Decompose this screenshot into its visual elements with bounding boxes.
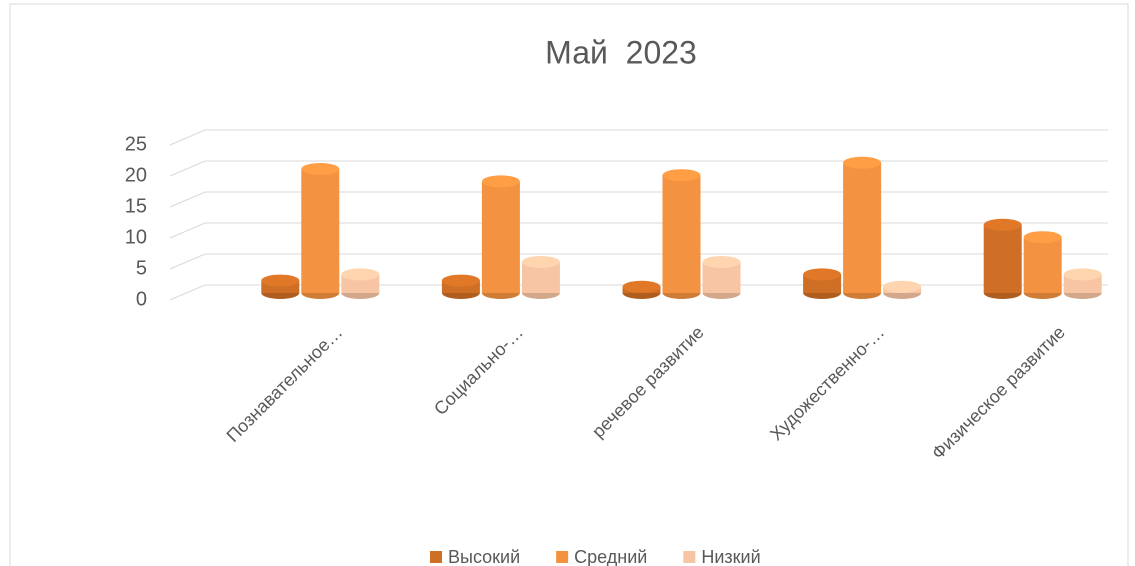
chart-frame <box>9 3 1129 566</box>
legend-swatch <box>430 551 442 563</box>
y-tick-label: 0 <box>136 288 147 310</box>
bar-top <box>1063 268 1102 281</box>
bar-top <box>521 256 560 268</box>
x-tick-label: речевое развитие <box>588 322 708 442</box>
bar <box>662 169 701 299</box>
bar <box>301 163 340 299</box>
bar-body <box>662 175 701 293</box>
bar-top <box>702 256 741 268</box>
legend-swatch <box>556 551 569 563</box>
bar <box>803 268 842 299</box>
bar-body <box>983 224 1022 293</box>
bar-top <box>622 280 661 293</box>
legend-label: Низкий <box>701 547 760 566</box>
bar-body <box>301 169 340 293</box>
grid-line <box>169 253 1108 270</box>
x-tick-label: Физическое развитие <box>928 322 1069 463</box>
bar <box>843 156 882 299</box>
x-tick-label: Познавательное… <box>223 322 347 446</box>
bar-top <box>662 169 701 182</box>
bar <box>983 218 1022 299</box>
bar-top <box>441 274 480 287</box>
grid-line <box>169 129 1108 146</box>
y-tick-label: 25 <box>125 133 147 155</box>
bar <box>702 256 741 299</box>
grid-line <box>169 160 1108 177</box>
bar-top <box>883 280 922 293</box>
bar-top <box>803 268 842 281</box>
bar-top <box>983 218 1022 231</box>
bar <box>441 274 480 299</box>
y-tick-label: 20 <box>125 164 147 186</box>
grid-line <box>169 222 1108 239</box>
x-tick-label: Социально-… <box>430 322 527 419</box>
grid-line <box>169 191 1108 208</box>
bar-body <box>843 162 882 293</box>
bar <box>261 274 300 299</box>
legend-label: Средний <box>574 547 647 566</box>
bar <box>521 256 560 299</box>
bar-top <box>843 156 882 169</box>
bar <box>481 175 520 299</box>
bar-body <box>1023 237 1062 293</box>
y-tick-label: 5 <box>136 257 147 279</box>
y-tick-label: 10 <box>125 226 147 248</box>
bar-top <box>481 175 520 188</box>
legend-label: Высокий <box>448 547 520 566</box>
bar-top <box>301 163 340 175</box>
bar-body <box>481 181 520 293</box>
bar <box>622 280 661 299</box>
bar <box>1063 268 1102 299</box>
y-tick-label: 15 <box>125 195 147 217</box>
bar <box>1023 231 1062 299</box>
bar <box>883 280 922 299</box>
chart-title: Май 2023 <box>545 34 697 70</box>
bar-top <box>341 268 380 281</box>
legend-swatch <box>683 551 696 563</box>
x-tick-label: Художественно-… <box>766 322 888 444</box>
bar <box>341 268 380 299</box>
bar-top <box>261 274 300 287</box>
bar-top <box>1023 231 1062 244</box>
